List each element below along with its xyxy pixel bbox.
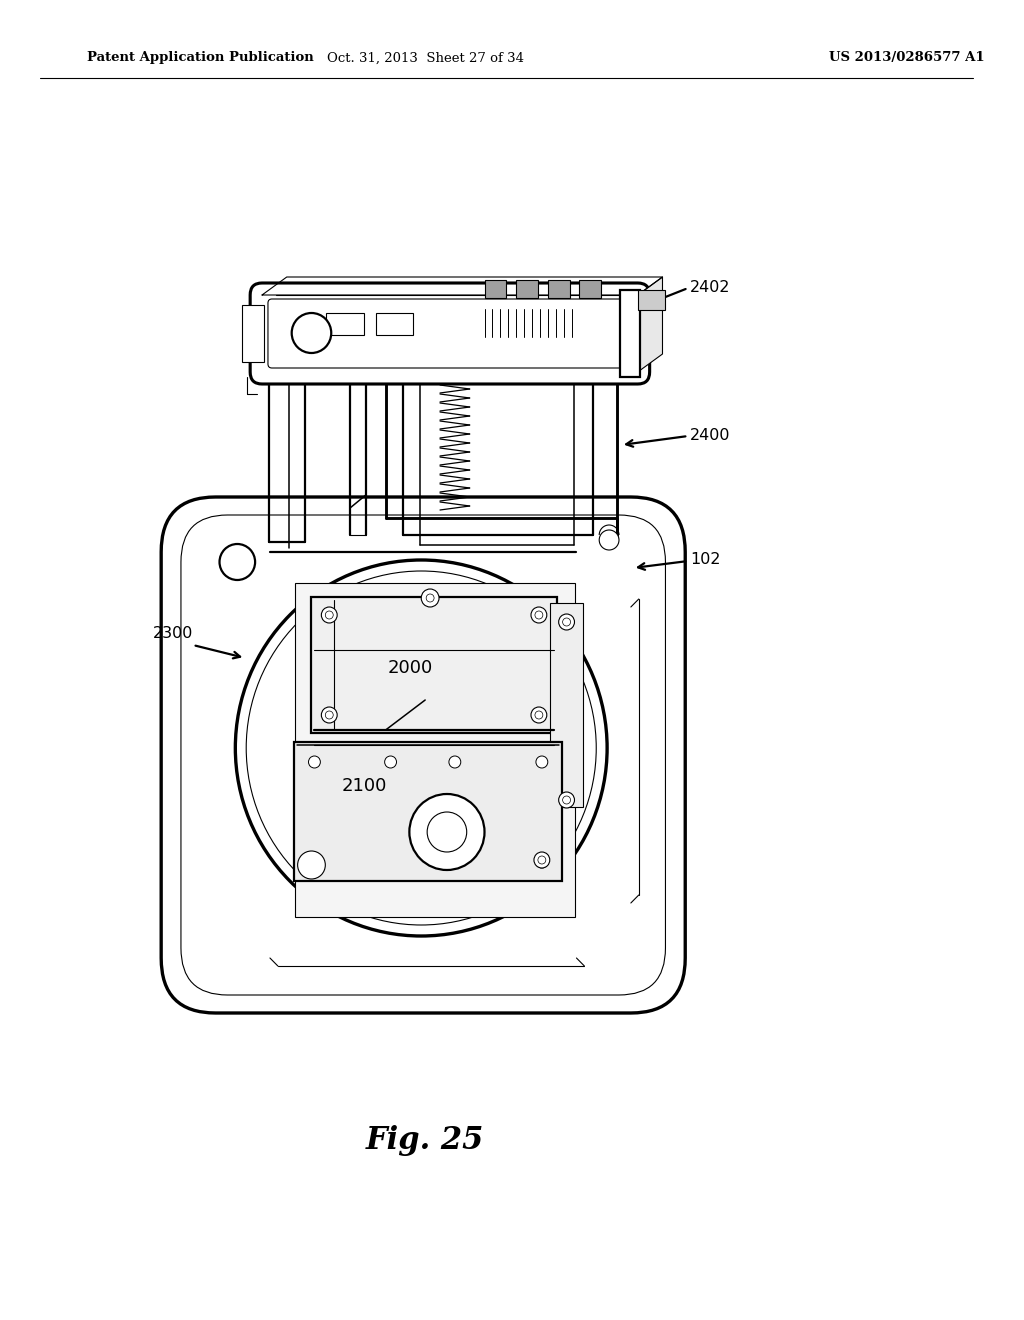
Circle shape xyxy=(426,594,434,602)
Bar xyxy=(376,313,414,335)
Circle shape xyxy=(449,756,461,768)
Text: 2402: 2402 xyxy=(690,280,731,294)
Text: 2100: 2100 xyxy=(341,777,387,795)
FancyBboxPatch shape xyxy=(311,597,557,733)
Bar xyxy=(620,290,640,378)
Circle shape xyxy=(385,756,396,768)
Circle shape xyxy=(535,711,543,719)
Bar xyxy=(243,305,264,362)
Circle shape xyxy=(531,607,547,623)
Circle shape xyxy=(236,560,607,936)
Circle shape xyxy=(326,611,333,619)
Text: Oct. 31, 2013  Sheet 27 of 34: Oct. 31, 2013 Sheet 27 of 34 xyxy=(327,51,523,65)
Bar xyxy=(638,290,666,310)
FancyBboxPatch shape xyxy=(294,742,561,880)
Circle shape xyxy=(535,611,543,619)
Text: 2400: 2400 xyxy=(690,428,731,442)
Bar xyxy=(327,313,364,335)
Bar xyxy=(516,280,538,298)
Polygon shape xyxy=(638,277,663,372)
Text: Patent Application Publication: Patent Application Publication xyxy=(87,51,313,65)
Circle shape xyxy=(538,855,546,865)
Circle shape xyxy=(559,792,574,808)
Text: 2000: 2000 xyxy=(388,659,433,677)
Circle shape xyxy=(298,851,326,879)
Circle shape xyxy=(427,812,467,851)
Circle shape xyxy=(562,618,570,626)
Bar xyxy=(548,280,569,298)
Circle shape xyxy=(536,756,548,768)
Circle shape xyxy=(292,313,331,352)
Circle shape xyxy=(531,708,547,723)
Circle shape xyxy=(322,607,337,623)
FancyBboxPatch shape xyxy=(550,603,584,807)
Text: 102: 102 xyxy=(690,553,721,568)
Circle shape xyxy=(421,589,439,607)
Circle shape xyxy=(308,855,321,869)
Circle shape xyxy=(322,708,337,723)
Circle shape xyxy=(562,796,570,804)
FancyBboxPatch shape xyxy=(250,282,649,384)
Circle shape xyxy=(536,855,548,869)
Text: 2300: 2300 xyxy=(154,627,194,642)
Text: US 2013/0286577 A1: US 2013/0286577 A1 xyxy=(828,51,984,65)
Circle shape xyxy=(559,614,574,630)
Circle shape xyxy=(326,711,333,719)
Bar xyxy=(580,280,601,298)
Circle shape xyxy=(410,795,484,870)
Circle shape xyxy=(308,756,321,768)
Text: Fig. 25: Fig. 25 xyxy=(366,1125,484,1155)
FancyBboxPatch shape xyxy=(161,498,685,1012)
Circle shape xyxy=(219,544,255,579)
Circle shape xyxy=(534,851,550,869)
Bar xyxy=(484,280,506,298)
FancyBboxPatch shape xyxy=(295,583,575,917)
Circle shape xyxy=(599,531,618,550)
